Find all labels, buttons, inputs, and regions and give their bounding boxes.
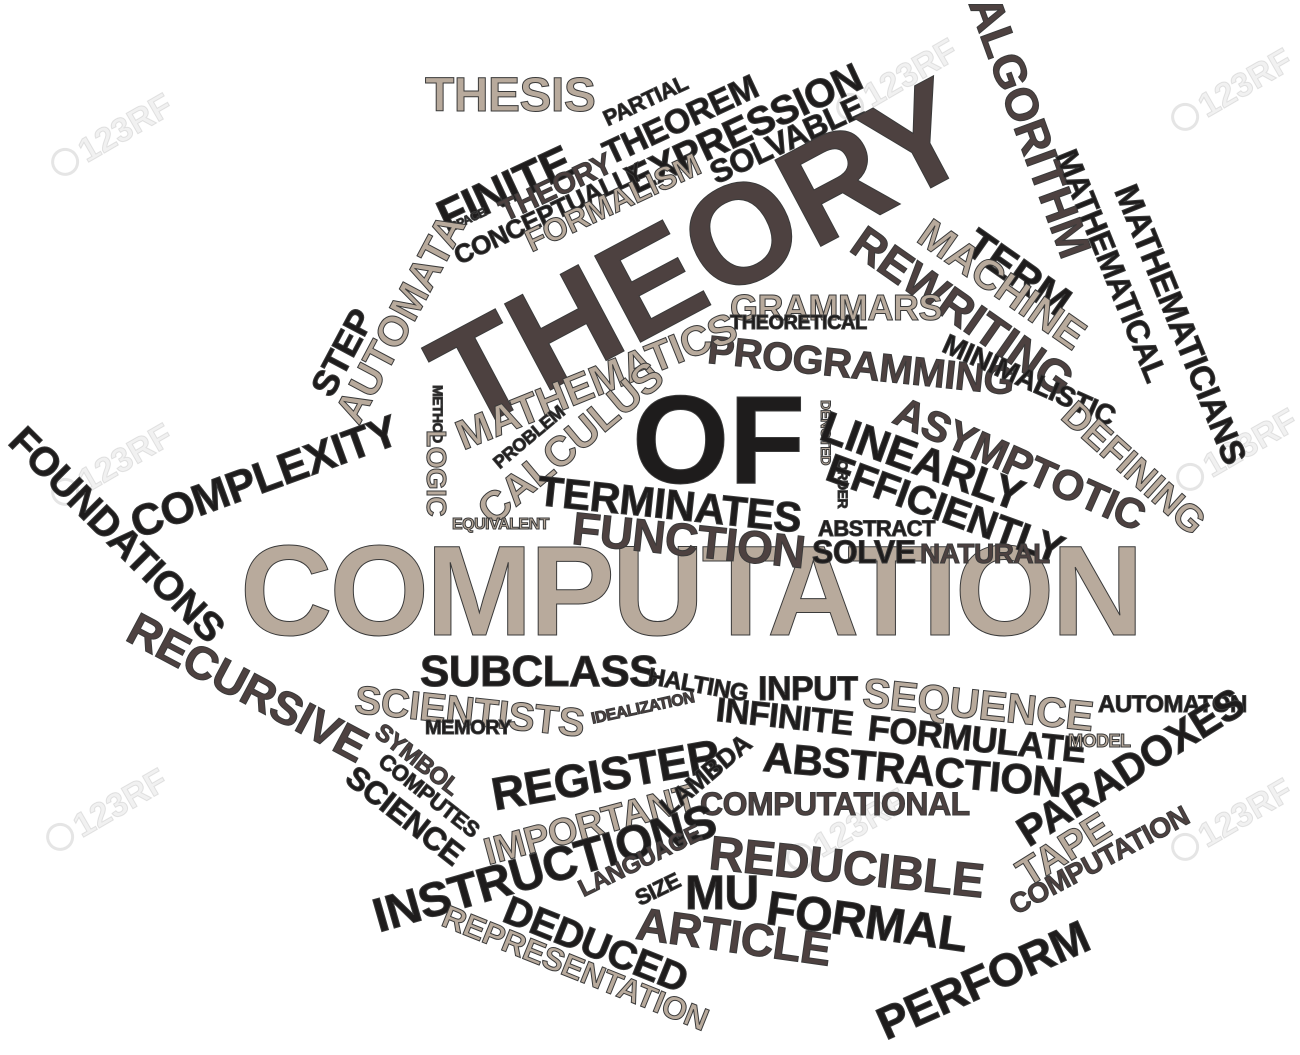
word-mu: MU [685, 867, 760, 920]
word-subclass: SUBCLASS [419, 647, 659, 696]
word-grammars: GRAMMARS [730, 287, 943, 328]
word-solve: SOLVE [812, 534, 917, 570]
word-computational: COMPUTATIONAL [700, 786, 971, 822]
word-memory: MEMORY [424, 717, 512, 739]
word-computation: COMPUTATION [240, 520, 1145, 663]
word-abstract: ABSTRACT [818, 516, 937, 541]
word-natural: NATURAL [920, 538, 1051, 569]
word-theoretical: THEORETICAL [730, 312, 868, 334]
word-automaton: AUTOMATON [1098, 691, 1248, 718]
word-input: INPUT [758, 670, 859, 708]
watermark: 123RF [1165, 41, 1300, 139]
watermark: 123RF [45, 86, 180, 184]
word-equivalent: EQUIVALENT [452, 516, 550, 533]
watermark: 123RF [40, 761, 175, 859]
word-model: MODEL [1068, 731, 1132, 751]
word-thesis: THESIS [424, 69, 596, 122]
word-of: OF [632, 371, 806, 510]
word-logic: LOGIC [421, 430, 453, 517]
